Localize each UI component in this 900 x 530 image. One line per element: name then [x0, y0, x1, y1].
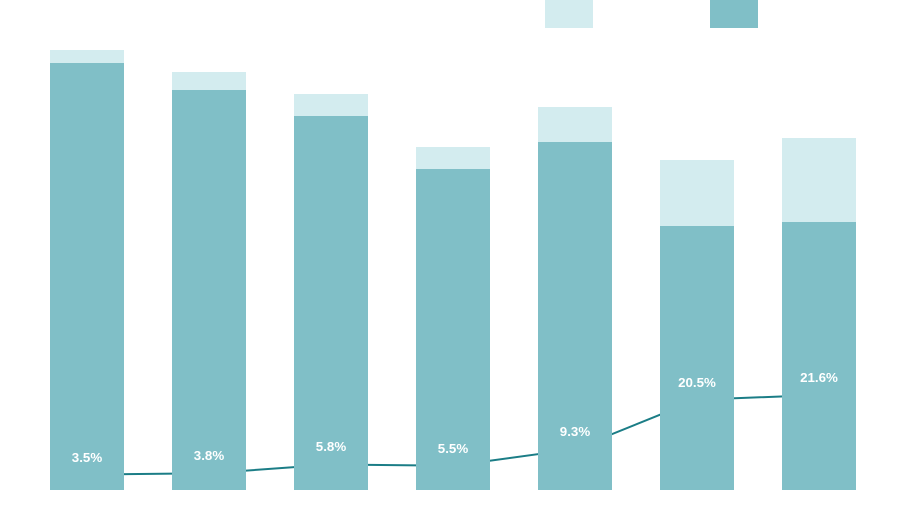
- combo-chart: 3.5% 3.8% 5.8% 5.5% 9.3% 20.5% 21.6%: [0, 0, 900, 530]
- line-value-label: 3.8%: [194, 448, 224, 463]
- line-value-label: 9.3%: [560, 424, 590, 439]
- bar-group: [416, 50, 490, 490]
- bar-front: [50, 63, 124, 490]
- line-value-label: 5.5%: [438, 441, 468, 456]
- bar-front: [294, 116, 368, 490]
- bar-group: [294, 50, 368, 490]
- bar-front: [660, 226, 734, 490]
- line-value-label: 21.6%: [800, 370, 838, 385]
- legend-swatch-1: [710, 0, 758, 28]
- bar-front: [172, 90, 246, 490]
- bar-group: [782, 50, 856, 490]
- line-value-label: 20.5%: [678, 375, 716, 390]
- bar-group: [50, 50, 124, 490]
- legend-swatch-0: [545, 0, 593, 28]
- line-value-label: 5.8%: [316, 439, 346, 454]
- bar-group: [172, 50, 246, 490]
- line-value-label: 3.5%: [72, 450, 102, 465]
- bar-group: [660, 50, 734, 490]
- bar-front: [782, 222, 856, 490]
